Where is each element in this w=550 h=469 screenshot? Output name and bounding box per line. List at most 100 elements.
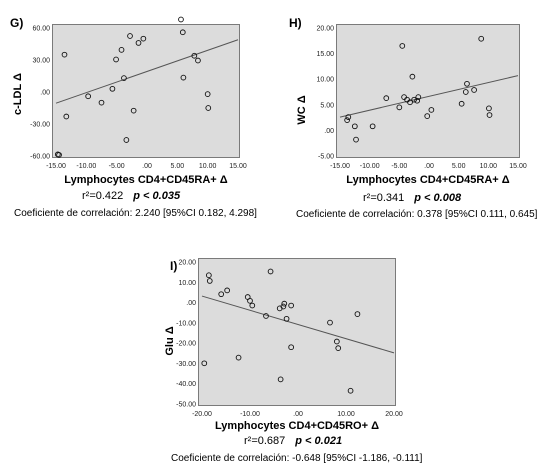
- data-point: [347, 387, 354, 394]
- stats-line: r²=0.341 p < 0.008: [363, 192, 461, 204]
- data-point: [354, 311, 361, 317]
- data-point: [411, 96, 418, 103]
- data-point: [140, 35, 147, 42]
- y-axis-label: WC Δ: [296, 95, 308, 125]
- y-tick-label: .00: [186, 300, 196, 307]
- data-point: [206, 278, 213, 284]
- data-point: [288, 344, 294, 351]
- x-tick-label: -15.00: [330, 163, 350, 170]
- y-tick-label: -30.00: [30, 122, 50, 129]
- data-point: [123, 137, 130, 143]
- data-point: [204, 91, 211, 97]
- x-tick-label: -15.00: [46, 163, 66, 170]
- panel-label: I): [170, 259, 178, 273]
- p-value: p < 0.021: [295, 435, 343, 447]
- data-point: [179, 29, 186, 36]
- x-tick-label: 15.00: [509, 163, 527, 170]
- data-point: [424, 113, 431, 119]
- regression-line: [55, 39, 239, 104]
- y-tick-label: 20.00: [178, 260, 196, 267]
- x-tick-label: 10.00: [480, 163, 498, 170]
- regression-line: [201, 295, 395, 354]
- data-point: [205, 105, 212, 111]
- x-axis-label: Lymphocytes CD4+CD45RA+ Δ: [346, 174, 510, 186]
- data-point: [409, 73, 416, 80]
- correlation-coefficient: Coeficiente de correlación: 2.240 [95%CI…: [14, 208, 257, 219]
- data-point: [351, 123, 358, 130]
- data-point: [345, 114, 352, 120]
- x-tick-label: .00: [293, 411, 303, 418]
- x-tick-label: -20.00: [192, 411, 212, 418]
- data-point: [206, 272, 212, 279]
- data-point: [247, 297, 253, 304]
- data-point: [464, 80, 470, 87]
- x-tick-label: -10.00: [240, 411, 260, 418]
- y-tick-label: 60.00: [32, 26, 50, 33]
- x-tick-label: 10.00: [199, 163, 217, 170]
- data-point: [283, 315, 290, 322]
- r-squared: r²=0.687: [244, 435, 286, 447]
- panel-label: H): [289, 16, 302, 30]
- y-tick-label: 10.00: [316, 77, 334, 84]
- y-tick-label: 30.00: [32, 58, 50, 65]
- data-point: [327, 319, 333, 326]
- data-point: [335, 345, 342, 351]
- data-point: [383, 95, 390, 101]
- x-tick-label: -10.00: [76, 163, 96, 170]
- y-tick-label: -20.00: [176, 341, 196, 348]
- data-point: [462, 89, 469, 95]
- regression-line: [339, 75, 519, 118]
- plot-area: 20.00 10.00 .00 -10.00 -20.00 -30.00 -40.00 -50…: [176, 258, 403, 419]
- x-tick-label: 10.00: [337, 411, 355, 418]
- p-value: p < 0.035: [133, 190, 181, 202]
- y-axis-label: Glu Δ: [164, 326, 176, 356]
- data-point: [235, 354, 242, 361]
- r-squared: r²=0.341: [363, 192, 405, 204]
- y-axis-label: c-LDL Δ: [12, 73, 24, 115]
- data-point: [191, 52, 198, 59]
- data-point: [415, 94, 422, 100]
- data-point: [414, 97, 420, 104]
- data-point: [334, 338, 340, 345]
- data-point: [85, 93, 92, 100]
- data-point: [471, 87, 477, 93]
- stats-line: r²=0.422 p < 0.035: [82, 190, 180, 202]
- scatter-svg: 20.00 10.00 .00 -10.00 -20.00 -30.00 -40.00 -50…: [176, 260, 403, 419]
- data-point: [130, 107, 137, 114]
- correlation-coefficient: Coeficiente de correlación: -0.648 [95%C…: [171, 453, 423, 464]
- data-point: [428, 107, 435, 113]
- x-tick-label: 5.00: [452, 163, 466, 170]
- y-tick-label: -10.00: [176, 320, 196, 327]
- x-tick-label: .00: [424, 163, 434, 170]
- panel-label: G): [10, 16, 24, 30]
- data-point: [63, 113, 70, 120]
- plot-area: 20.00 15.00 10.00 5.00 .00 -5.00 -15.00 -10.00 -…: [316, 24, 527, 171]
- data-point: [201, 360, 208, 367]
- y-tick-label: 10.00: [178, 280, 196, 287]
- y-tick-label: .00: [324, 128, 334, 135]
- x-tick-label: -5.00: [391, 163, 407, 170]
- scatter-svg: 60.00 30.00 .00 -30.00 -60.00 -15.00 -10.00 -5.…: [30, 16, 247, 170]
- data-point: [178, 16, 184, 23]
- y-tick-label: 15.00: [316, 51, 334, 58]
- p-value: p < 0.008: [414, 192, 462, 204]
- data-point: [486, 105, 492, 112]
- y-tick-label: -40.00: [176, 381, 196, 388]
- data-point: [288, 302, 294, 309]
- x-tick-label: -10.00: [360, 163, 380, 170]
- data-point: [401, 94, 407, 100]
- y-tick-label: 5.00: [320, 102, 334, 109]
- x-tick-label: -5.00: [109, 163, 125, 170]
- x-tick-label: .00: [142, 163, 152, 170]
- scatter-svg: 20.00 15.00 10.00 5.00 .00 -5.00 -15.00 -10.00 -…: [316, 26, 526, 171]
- data-point: [135, 40, 142, 46]
- data-point: [180, 74, 187, 81]
- data-point: [109, 85, 116, 92]
- y-tick-label: -5.00: [318, 154, 334, 161]
- data-point: [399, 43, 406, 49]
- data-point: [263, 313, 269, 319]
- x-axis-label: Lymphocytes CD4+CD45RO+ Δ: [215, 420, 379, 432]
- data-point: [249, 302, 256, 309]
- data-point: [353, 136, 359, 143]
- y-tick-label: -60.00: [30, 154, 50, 161]
